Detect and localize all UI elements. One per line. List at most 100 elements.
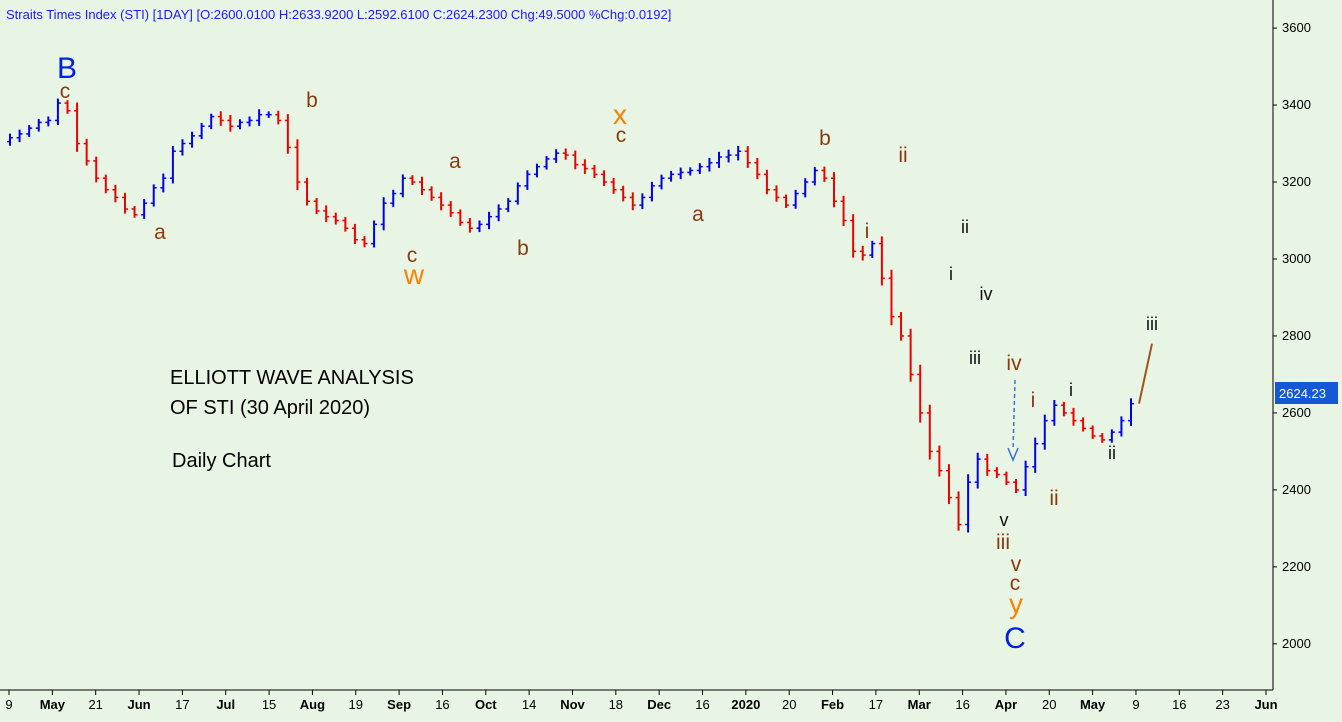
price-bar (553, 149, 560, 163)
price-bar (629, 192, 636, 211)
price-bar (754, 157, 761, 180)
wave-label: ii (1049, 487, 1058, 510)
wave-label: c (407, 244, 418, 267)
y-tick-label: 2800 (1282, 328, 1311, 343)
price-bar (763, 169, 770, 195)
y-tick-label: 3000 (1282, 251, 1311, 266)
price-bar (505, 198, 512, 213)
wave-label: ii (961, 217, 969, 237)
wave-label: a (154, 221, 166, 244)
y-tick-label: 2400 (1282, 482, 1311, 497)
price-bar (112, 184, 119, 203)
wave-label: iv (980, 284, 993, 304)
price-bar (1128, 398, 1134, 426)
price-bar (64, 100, 71, 114)
price-bars (7, 98, 1134, 533)
price-bar (169, 145, 176, 184)
price-bar (141, 199, 148, 219)
price-bar (1013, 478, 1020, 494)
price-bar (648, 181, 655, 202)
price-bar (830, 172, 837, 208)
price-bar (859, 245, 866, 261)
wave-label: i (865, 220, 870, 243)
price-bar (802, 178, 809, 198)
x-tick-label: Nov (560, 697, 585, 712)
price-bar (1118, 416, 1125, 437)
price-bar (620, 185, 627, 202)
price-bar (716, 151, 723, 168)
price-bar (418, 176, 425, 196)
price-bar (495, 204, 502, 222)
x-tick-label: May (1080, 697, 1106, 712)
price-bar (399, 174, 406, 198)
price-bar (668, 170, 675, 182)
x-tick-label: 17 (175, 697, 189, 712)
price-bar (7, 133, 13, 146)
wave-label: c (616, 124, 627, 147)
wave-label: a (449, 150, 461, 173)
price-bar (189, 131, 196, 148)
wave-label: iv (1006, 352, 1022, 375)
price-bar (342, 217, 349, 232)
wave-label: b (306, 89, 318, 112)
price-bar (687, 167, 694, 176)
price-bar (54, 98, 61, 125)
price-bar (447, 201, 454, 217)
price-bar (409, 175, 416, 186)
price-bar (639, 193, 646, 210)
wave-label: a (692, 203, 704, 226)
price-bar (1060, 401, 1067, 417)
price-bar (236, 119, 243, 130)
wave-label: v (1011, 553, 1022, 576)
wave-label: y (1009, 588, 1023, 619)
price-bar (208, 113, 215, 130)
price-bar (361, 236, 368, 248)
price-bar (725, 149, 732, 163)
price-bar (371, 220, 378, 248)
wave-label: i (1031, 389, 1036, 412)
price-bar (246, 116, 253, 127)
y-tick-label: 3600 (1282, 20, 1311, 35)
price-bar (706, 157, 713, 172)
wave-label: ii (1108, 443, 1116, 463)
price-bar (390, 189, 397, 207)
price-bar (351, 223, 358, 245)
price-bar (792, 189, 799, 209)
y-tick-label: 3400 (1282, 97, 1311, 112)
price-bar (965, 474, 972, 533)
price-bar (610, 177, 617, 194)
x-tick-label: Oct (475, 697, 497, 712)
price-bar (265, 111, 272, 118)
price-bar (917, 364, 924, 423)
x-tick-label: Jun (127, 697, 150, 712)
price-bar (936, 445, 943, 477)
price-bar (45, 116, 52, 127)
x-tick-label: Jun (1254, 697, 1277, 712)
price-bar (907, 328, 914, 382)
x-tick-label: May (40, 697, 66, 712)
price-bar (428, 186, 435, 201)
price-bar (1080, 417, 1087, 432)
price-bar (572, 150, 579, 170)
price-bar (304, 177, 311, 206)
x-tick-label: 14 (522, 697, 536, 712)
wave-label: b (819, 127, 831, 150)
price-bar (1041, 414, 1048, 450)
arrow-line (1012, 379, 1016, 451)
price-bar (955, 491, 962, 531)
price-bar (466, 217, 473, 233)
projection-line (1138, 343, 1153, 404)
x-tick-label: 16 (955, 697, 969, 712)
price-bar (227, 114, 234, 132)
price-bar (533, 163, 540, 178)
x-tick-label: 20 (1042, 697, 1056, 712)
price-bar (811, 167, 818, 186)
x-tick-label: 19 (349, 697, 363, 712)
price-bar (1070, 407, 1077, 426)
price-bar (486, 211, 493, 230)
price-bar (284, 114, 291, 154)
